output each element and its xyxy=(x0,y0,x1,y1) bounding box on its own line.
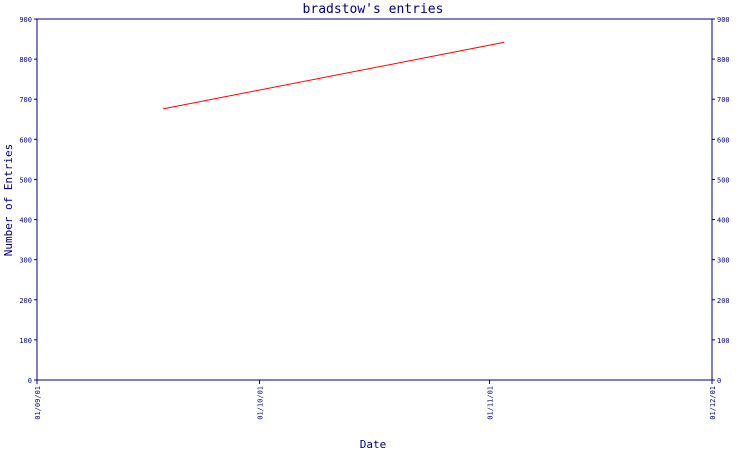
y-tick-label-right: 0 xyxy=(717,377,721,385)
y-tick-label-left: 100 xyxy=(19,337,32,345)
y-tick-label-left: 800 xyxy=(19,56,32,64)
x-tick-label: 01/09/01 xyxy=(34,386,42,420)
y-tick-label-right: 500 xyxy=(717,176,730,184)
series-line xyxy=(163,42,504,109)
axes xyxy=(37,19,712,380)
y-tick-label-left: 900 xyxy=(19,16,32,24)
y-tick-label-right: 400 xyxy=(717,217,730,225)
x-tick-label: 01/11/01 xyxy=(486,386,494,420)
ticks: 0 0 100 100 200 200 300 300 400 400 500 500 600 600 70… xyxy=(19,16,729,420)
y-tick-label-right: 100 xyxy=(717,337,730,345)
y-tick-label-left: 600 xyxy=(19,136,32,144)
y-tick-label-left: 400 xyxy=(19,217,32,225)
y-tick-label-right: 700 xyxy=(717,96,730,104)
y-tick-label-left: 200 xyxy=(19,297,32,305)
y-tick-label-right: 600 xyxy=(717,136,730,144)
series-layer xyxy=(163,42,504,109)
y-tick-label-right: 200 xyxy=(717,297,730,305)
y-tick-label-right: 800 xyxy=(717,56,730,64)
y-tick-label-right: 300 xyxy=(717,257,730,265)
y-tick-label-left: 500 xyxy=(19,176,32,184)
y-tick-label-left: 300 xyxy=(19,257,32,265)
x-axis-label: Date xyxy=(360,438,387,450)
y-tick-label-left: 700 xyxy=(19,96,32,104)
y-axis-label: Number of Entries xyxy=(2,144,15,257)
y-tick-label-right: 900 xyxy=(717,16,730,24)
x-tick-label: 01/10/01 xyxy=(257,386,265,420)
y-tick-label-left: 0 xyxy=(28,377,32,385)
chart-title: bradstow's entries xyxy=(303,2,444,17)
x-tick-label: 01/12/01 xyxy=(709,386,717,420)
